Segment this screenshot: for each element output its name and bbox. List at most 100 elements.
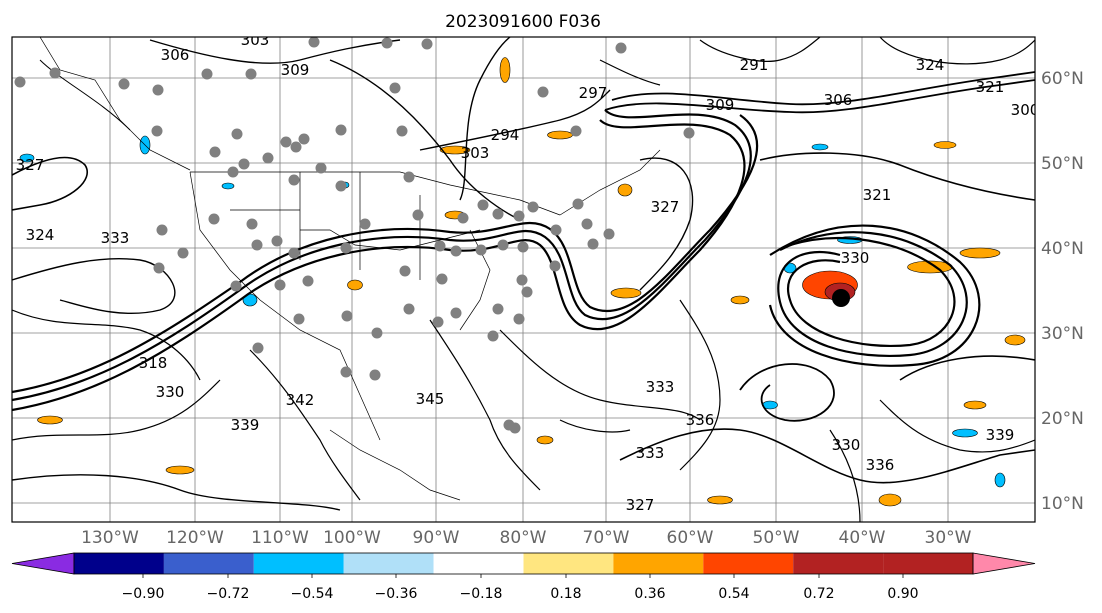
lat-tick-label: 60°N bbox=[1041, 69, 1084, 89]
tendency-patch bbox=[707, 495, 733, 505]
station-dot bbox=[209, 146, 221, 158]
station-dot bbox=[527, 201, 539, 213]
contour-label: 306 bbox=[161, 46, 190, 64]
observation-stations bbox=[14, 37, 695, 434]
contour-label: 309 bbox=[281, 61, 310, 79]
colorbar-tick-label: −0.36 bbox=[375, 586, 418, 602]
tendency-patch bbox=[536, 435, 554, 445]
station-dot bbox=[497, 239, 509, 251]
tendency-patch bbox=[730, 295, 750, 305]
contour-line bbox=[12, 309, 201, 381]
station-dot bbox=[513, 313, 525, 325]
station-dot bbox=[177, 247, 189, 259]
contour-label: 291 bbox=[740, 56, 769, 74]
colorbar-segment bbox=[74, 553, 164, 574]
station-dot bbox=[153, 262, 165, 274]
colorbar-tick-label: 0.72 bbox=[803, 586, 834, 602]
station-dot bbox=[450, 307, 462, 319]
station-dot bbox=[288, 247, 300, 259]
contour-label: 345 bbox=[416, 390, 445, 408]
colorbar-tick-label: −0.54 bbox=[291, 586, 334, 602]
station-dot bbox=[412, 209, 424, 221]
station-dot bbox=[340, 242, 352, 254]
contour-line bbox=[739, 363, 835, 422]
station-dot bbox=[509, 422, 521, 434]
contour-label: 324 bbox=[916, 56, 945, 74]
colorbar-outline bbox=[73, 552, 974, 575]
tendency-patch bbox=[952, 428, 978, 438]
tendency-patch bbox=[499, 57, 511, 83]
lon-tick-label: 100°W bbox=[323, 528, 381, 548]
lon-tick-label: 30°W bbox=[925, 528, 972, 548]
station-dot bbox=[302, 275, 314, 287]
contour-label: 333 bbox=[646, 378, 675, 396]
tendency-patch bbox=[617, 183, 633, 197]
colorbar-segment bbox=[613, 553, 704, 574]
station-dot bbox=[475, 244, 487, 256]
latitude-labels: 60°N 50°N 40°N 30°N 20°N 10°N bbox=[1041, 69, 1084, 514]
contour-line bbox=[899, 355, 1035, 381]
contour-label: 294 bbox=[491, 126, 520, 144]
contour-line bbox=[879, 399, 1035, 453]
tendency-patch bbox=[610, 287, 642, 299]
station-dot bbox=[335, 124, 347, 136]
contour-label: 327 bbox=[626, 496, 655, 514]
station-dot bbox=[492, 208, 504, 220]
station-dot bbox=[290, 141, 302, 153]
station-dot bbox=[371, 327, 383, 339]
station-dot bbox=[280, 136, 292, 148]
contour-line bbox=[619, 428, 1035, 484]
station-dot bbox=[151, 125, 163, 137]
border-line bbox=[329, 429, 461, 501]
colorbar-segment bbox=[253, 553, 344, 574]
contour-label: 333 bbox=[636, 444, 665, 462]
contour-line bbox=[12, 114, 759, 394]
tendency-patch bbox=[994, 472, 1006, 488]
map-frame bbox=[11, 36, 1036, 523]
station-dot bbox=[683, 127, 695, 139]
station-dot bbox=[118, 78, 130, 90]
contour-line bbox=[699, 37, 821, 62]
lon-tick-label: 40°W bbox=[839, 528, 886, 548]
contour-label: 336 bbox=[866, 456, 895, 474]
colorbar-segment bbox=[883, 553, 973, 574]
station-dot bbox=[208, 213, 220, 225]
contour-line bbox=[12, 474, 341, 511]
station-dot bbox=[156, 224, 168, 236]
contour-labels: 306 303 309 297 291 294 300 309 306 303 324 327 321 3… bbox=[16, 37, 1035, 514]
station-dot bbox=[340, 366, 352, 378]
colorbar-segment bbox=[433, 553, 524, 574]
station-dot bbox=[615, 42, 627, 54]
border-line bbox=[230, 172, 421, 280]
border-line bbox=[189, 171, 381, 441]
lat-tick-label: 40°N bbox=[1041, 239, 1084, 259]
lon-tick-label: 120°W bbox=[166, 528, 224, 548]
contour-label: 330 bbox=[841, 249, 870, 267]
station-dot bbox=[251, 239, 263, 251]
contour-label: 318 bbox=[139, 354, 168, 372]
contour-label: 330 bbox=[156, 383, 185, 401]
tendency-patch bbox=[165, 465, 195, 475]
tendency-patch bbox=[547, 130, 573, 140]
contour-line bbox=[787, 237, 956, 347]
contour-line bbox=[149, 39, 401, 64]
station-dot bbox=[308, 37, 320, 48]
station-dot bbox=[274, 279, 286, 291]
contour-label: 309 bbox=[706, 96, 735, 114]
station-dot bbox=[369, 369, 381, 381]
tendency-patch bbox=[1004, 334, 1026, 346]
tendency-patch bbox=[933, 141, 957, 149]
station-dot bbox=[432, 316, 444, 328]
figure-title: 2023091600 F036 bbox=[445, 12, 601, 32]
station-dot bbox=[521, 286, 533, 298]
colorbar-tick-label: 0.36 bbox=[634, 586, 665, 602]
contour-line bbox=[611, 71, 1035, 106]
contour-line bbox=[559, 419, 631, 433]
longitude-labels: 130°W 120°W 110°W 100°W 90°W 80°W 70°W 60°W 50°W… bbox=[81, 528, 972, 548]
colorbar-extend-max bbox=[972, 552, 1036, 575]
tendency-patch bbox=[959, 247, 1001, 259]
station-dot bbox=[298, 133, 310, 145]
station-dot bbox=[389, 82, 401, 94]
station-dot bbox=[434, 240, 446, 252]
